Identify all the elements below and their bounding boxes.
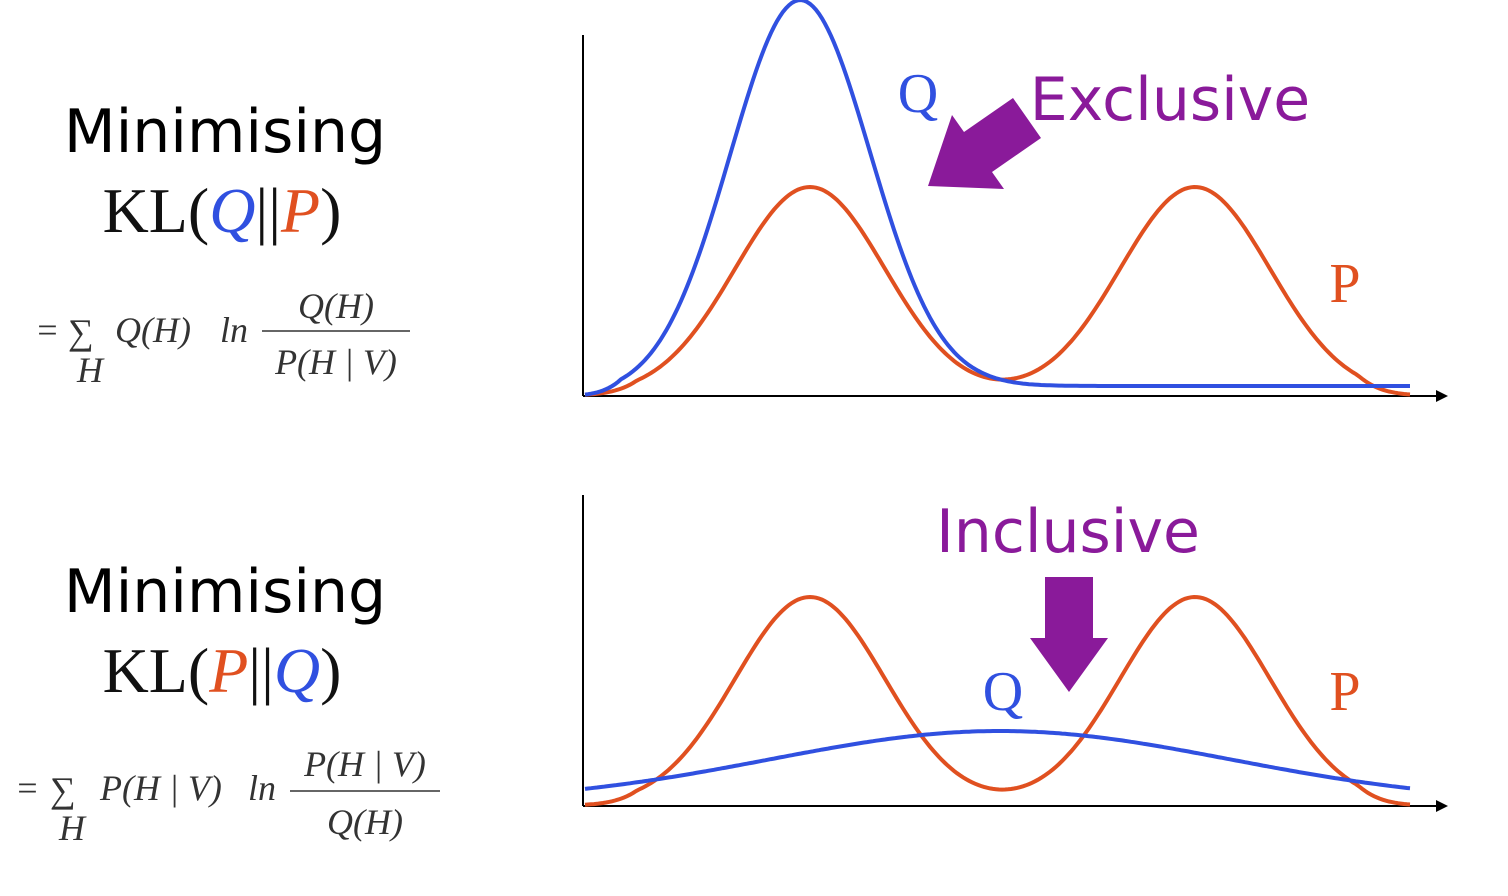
kl-second: P — [280, 175, 320, 246]
formula-sum-index: H — [58, 808, 87, 848]
kl-second: Q — [274, 635, 320, 706]
annotation: Exclusive — [1030, 65, 1310, 135]
formula-lhs: = — [35, 310, 59, 350]
kl-separator: || — [255, 175, 281, 246]
formula-numerator: P(H | V) — [303, 744, 426, 784]
q-label: Q — [983, 661, 1023, 723]
formula-sum: ∑ — [50, 770, 76, 810]
formula-lhs: = — [15, 768, 39, 808]
p-curve — [584, 594, 1411, 807]
q-curve — [584, 0, 1410, 397]
kl-suffix: ) — [320, 175, 341, 246]
p-label: P — [1329, 661, 1360, 723]
q-label: Q — [898, 63, 938, 125]
kl-suffix: ) — [320, 635, 341, 706]
formula-numerator: Q(H) — [298, 286, 374, 326]
kl-first: P — [208, 635, 248, 706]
kl-first: Q — [209, 175, 255, 246]
formula-sum: ∑ — [68, 312, 94, 352]
arrow — [928, 98, 1041, 189]
formula-denominator: P(H | V) — [274, 342, 397, 382]
heading: Minimising — [64, 97, 386, 167]
kl-separator: || — [248, 635, 274, 706]
kl-prefix: KL( — [103, 635, 210, 706]
q-curve — [584, 729, 1411, 791]
arrow — [1030, 577, 1108, 692]
kl-expression: KL(Q||P) — [103, 175, 342, 246]
kl-expression: KL(P||Q) — [103, 635, 342, 706]
p-label: P — [1329, 253, 1360, 315]
formula-sum-index: H — [76, 350, 105, 390]
formula-term: P(H | V) — [99, 768, 222, 808]
annotation: Inclusive — [936, 497, 1200, 567]
formula-log: ln — [220, 310, 248, 350]
heading: Minimising — [64, 557, 386, 627]
formula-denominator: Q(H) — [327, 802, 403, 842]
formula-log: ln — [248, 768, 276, 808]
kl-prefix: KL( — [103, 175, 210, 246]
p-curve — [584, 184, 1411, 397]
formula-term: Q(H) — [115, 310, 191, 350]
